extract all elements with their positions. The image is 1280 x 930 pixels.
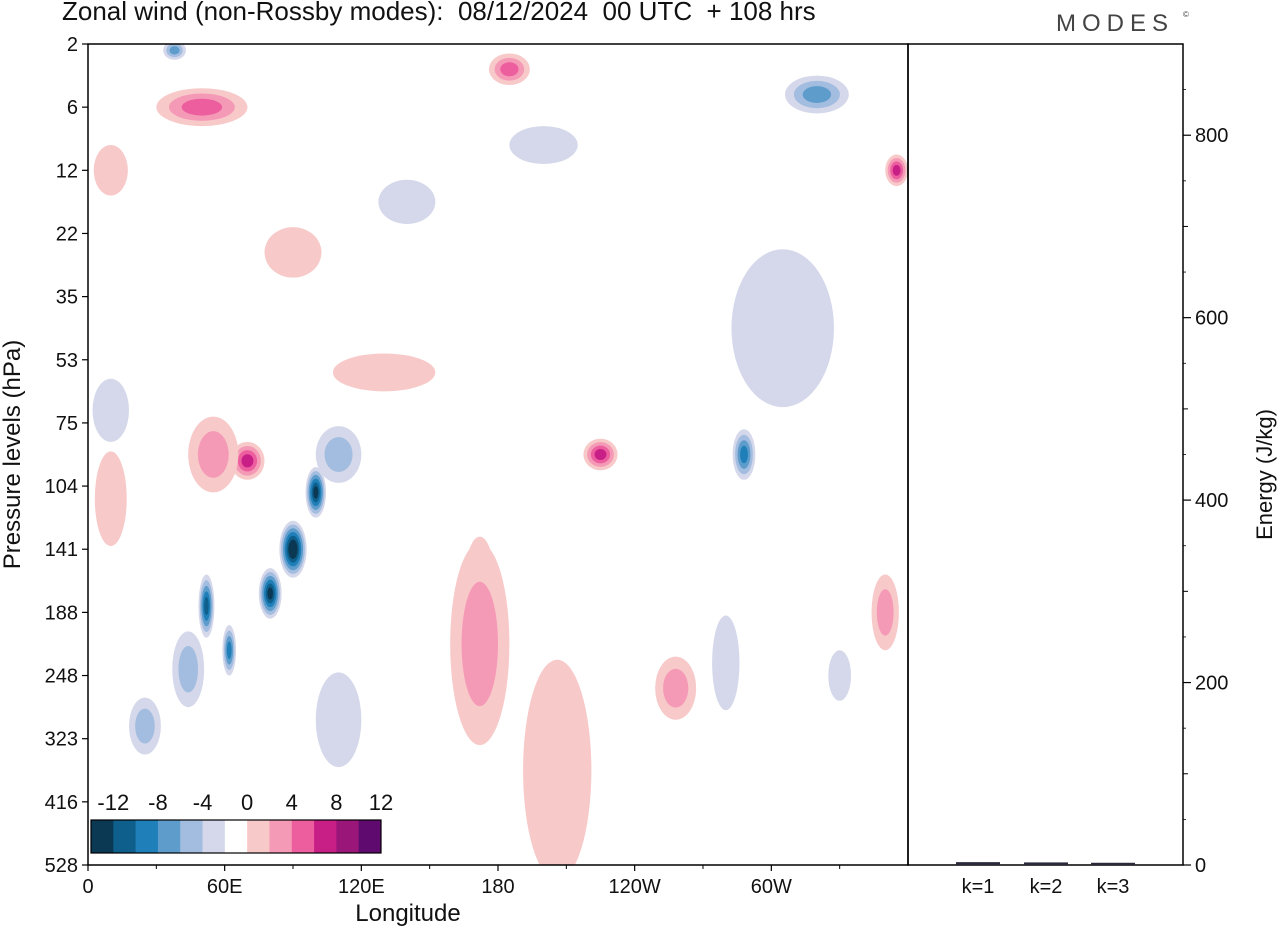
colorbar-swatch: [269, 820, 293, 853]
heatmap-feature: [712, 615, 740, 711]
y-tick-label: 188: [45, 602, 78, 624]
brand-mark: ©: [1183, 10, 1189, 19]
heatmap-feature: [178, 645, 199, 693]
heatmap-feature: [461, 581, 498, 707]
heatmap-feature: [876, 589, 894, 636]
heatmap-feature: [378, 179, 436, 224]
colorbar-label: 12: [369, 790, 393, 815]
heatmap-feature: [197, 431, 229, 478]
energy-tick-label: 600: [1195, 308, 1228, 330]
heatmap-field: [92, 44, 908, 865]
heatmap-feature: [523, 659, 592, 865]
energy-category-label: k=1: [962, 876, 995, 898]
y-tick-label: 416: [45, 792, 78, 814]
y-tick-label: 141: [45, 539, 78, 561]
brand-logo: MODES: [1056, 10, 1175, 37]
colorbar-swatch: [336, 820, 360, 853]
x-tick-label: 120W: [609, 876, 661, 898]
energy-bar: [956, 862, 1000, 865]
energy-panel-frame: [907, 43, 1184, 866]
heatmap-feature: [94, 451, 127, 547]
colorbar-label: 8: [330, 790, 342, 815]
colorbar-label: -12: [97, 790, 129, 815]
heatmap-feature: [509, 126, 578, 164]
colorbar-swatch: [314, 820, 337, 853]
colorbar-label: 4: [286, 790, 298, 815]
heatmap-feature: [828, 650, 852, 701]
heatmap-feature: [731, 249, 834, 408]
energy-bar: [1024, 862, 1068, 865]
y-tick-label: 75: [56, 413, 78, 435]
heatmap-feature: [802, 86, 832, 103]
colorbar-swatch: [224, 820, 248, 853]
heatmap-feature: [500, 62, 519, 77]
colorbar-swatch: [135, 820, 159, 853]
colorbar-label: -8: [148, 790, 168, 815]
colorbar-swatch: [113, 820, 137, 853]
colorbar-swatch: [157, 820, 181, 853]
heatmap-feature: [93, 145, 128, 196]
x-tick-label: 0: [82, 876, 93, 898]
x-tick-label: 60E: [207, 876, 243, 898]
heatmap-feature: [181, 98, 223, 116]
y-tick-label: 104: [45, 476, 78, 498]
colorbar-swatch: [291, 820, 315, 853]
heatmap-feature: [663, 668, 689, 708]
energy-category-label: k=2: [1030, 876, 1063, 898]
heatmap-feature: [315, 672, 362, 768]
heatmap-feature: [204, 597, 209, 616]
colorbar-frame: [90, 819, 382, 854]
heatmap-feature: [241, 454, 254, 468]
heatmap-feature: [740, 445, 748, 464]
y-axis-label: Pressure levels (hPa): [0, 340, 26, 569]
colorbar-label: -4: [193, 790, 213, 815]
colorbar-swatch: [91, 820, 114, 853]
heatmap-feature: [892, 164, 901, 176]
energy-tick-label: 200: [1195, 673, 1228, 695]
heatmap-feature: [267, 587, 273, 600]
energy-tick-label: 0: [1195, 855, 1206, 877]
x-axis-label: Longitude: [355, 900, 460, 927]
y-tick-label: 35: [56, 287, 78, 309]
y-tick-label: 248: [45, 666, 78, 688]
energy-tick-label: 400: [1195, 490, 1228, 512]
energy-tick-label: 800: [1195, 125, 1228, 147]
y-tick-label: 2: [67, 34, 78, 56]
y-tick-label: 6: [67, 97, 78, 119]
x-tick-label: 180: [481, 876, 514, 898]
heatmap-feature: [324, 437, 353, 472]
heatmap-feature: [135, 708, 155, 744]
x-tick-label: 120E: [338, 876, 385, 898]
heatmap-feature: [226, 641, 232, 660]
x-tick-label: 60W: [751, 876, 792, 898]
y-tick-label: 528: [45, 855, 78, 877]
colorbar-swatch: [247, 820, 270, 853]
y-tick-label: 53: [56, 350, 78, 372]
energy-axis-label: Energy (J/kg): [1252, 409, 1277, 540]
heatmap-feature: [594, 449, 607, 460]
y-tick-label: 12: [56, 160, 78, 182]
energy-bar: [1091, 862, 1135, 865]
heatmap-feature: [264, 227, 322, 278]
energy-category-label: k=3: [1097, 876, 1130, 898]
heatmap-feature: [332, 353, 436, 392]
heatmap-feature: [92, 378, 129, 442]
heatmap-feature: [290, 543, 296, 556]
colorbar-swatch: [180, 820, 204, 853]
y-tick-label: 22: [56, 223, 78, 245]
colorbar-swatch: [358, 820, 382, 853]
y-tick-label: 323: [45, 729, 78, 751]
colorbar-swatch: [202, 820, 226, 853]
colorbar-label: 0: [241, 790, 253, 815]
heatmap-feature: [313, 486, 319, 499]
heatmap-feature: [169, 46, 180, 55]
chart-title: Zonal wind (non-Rossby modes): 08/12/202…: [62, 0, 816, 26]
